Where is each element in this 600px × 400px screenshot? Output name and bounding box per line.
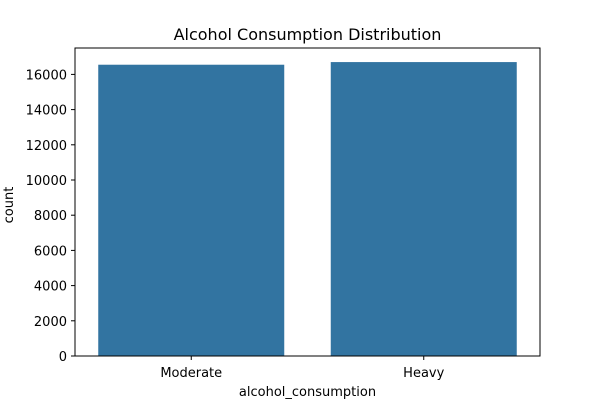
x-tick-label-moderate: Moderate xyxy=(160,366,222,381)
bars-group xyxy=(98,62,517,357)
y-tick-label-12000: 12000 xyxy=(26,139,67,154)
bar-moderate xyxy=(98,64,285,356)
bar-heavy xyxy=(330,62,517,357)
y-tick-label-16000: 16000 xyxy=(26,68,67,83)
y-axis: 0 2000 4000 6000 8000 10000 12000 14000 16000 xyxy=(26,68,75,365)
y-tick-label-6000: 6000 xyxy=(34,244,67,259)
x-tick-label-heavy: Heavy xyxy=(403,366,444,381)
y-axis-label: count xyxy=(2,187,17,224)
y-tick-label-14000: 14000 xyxy=(26,104,67,119)
x-axis: Moderate Heavy xyxy=(160,356,445,381)
y-tick-label-2000: 2000 xyxy=(34,315,67,330)
y-tick-label-4000: 4000 xyxy=(34,280,67,295)
chart-title: Alcohol Consumption Distribution xyxy=(174,25,442,44)
plot-frame xyxy=(74,47,541,357)
y-tick-label-8000: 8000 xyxy=(34,209,67,224)
y-tick-label-0: 0 xyxy=(59,350,67,365)
y-tick-label-10000: 10000 xyxy=(26,174,67,189)
x-axis-label: alcohol_consumption xyxy=(239,385,376,400)
